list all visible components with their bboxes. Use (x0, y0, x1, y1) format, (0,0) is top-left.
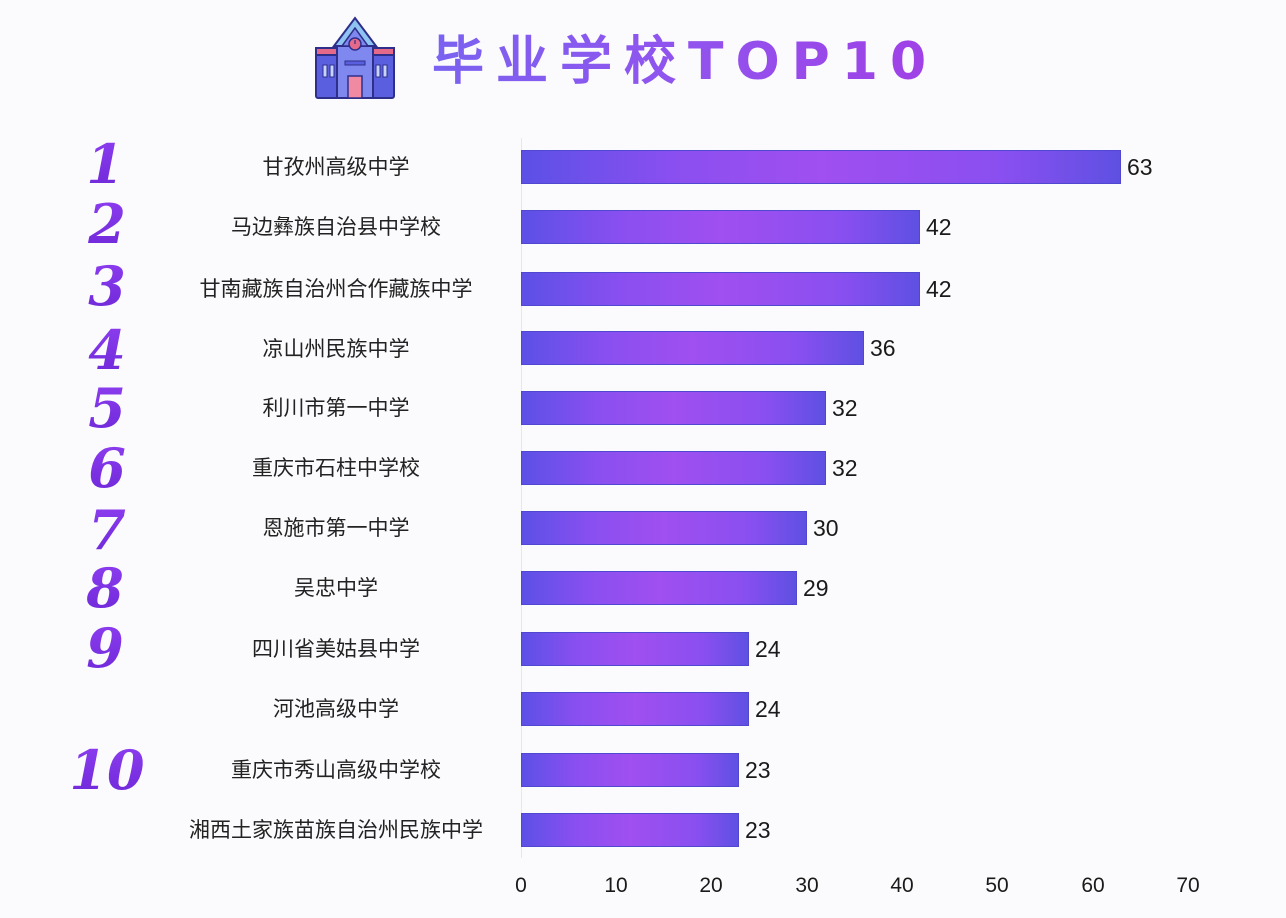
bar-value-label: 36 (870, 335, 896, 361)
rank-number: 10 (52, 740, 162, 800)
category-label: 重庆市秀山高级中学校 (231, 758, 441, 782)
x-tick-label: 20 (699, 874, 723, 897)
bar-value-label: 29 (803, 575, 829, 601)
rank-number: 3 (52, 256, 162, 316)
bar (521, 331, 864, 365)
rank-number: 8 (50, 558, 160, 618)
bar (521, 391, 826, 425)
category-label: 甘南藏族自治州合作藏族中学 (199, 277, 473, 301)
bar-value-label: 24 (755, 636, 781, 662)
x-tick-label: 40 (890, 874, 914, 897)
bar-value-label: 42 (926, 276, 952, 302)
x-tick-label: 50 (985, 874, 1009, 897)
bar (521, 813, 739, 847)
rank-number: 7 (52, 500, 162, 560)
rank-number: 9 (50, 618, 160, 678)
bar (521, 571, 797, 605)
category-label: 重庆市石柱中学校 (252, 456, 420, 480)
page-title: 毕业学校TOP10 (432, 22, 938, 102)
x-tick-label: 10 (604, 874, 628, 897)
bar-value-label: 23 (745, 757, 771, 783)
category-label: 甘孜州高级中学 (262, 155, 410, 179)
bar (521, 272, 920, 306)
bar (521, 150, 1121, 184)
bar-value-label: 24 (755, 696, 781, 722)
category-label: 凉山州民族中学 (262, 337, 410, 361)
bar-value-label: 32 (832, 395, 858, 421)
category-label: 利川市第一中学 (262, 396, 410, 420)
x-tick-label: 60 (1081, 874, 1105, 897)
rank-number: 5 (52, 378, 162, 438)
bar (521, 511, 807, 545)
bar-value-label: 63 (1127, 154, 1153, 180)
bar (521, 210, 920, 244)
bar (521, 632, 749, 666)
bar-value-label: 32 (832, 455, 858, 481)
bar (521, 451, 826, 485)
bar-value-label: 42 (926, 214, 952, 240)
category-label: 吴忠中学 (294, 576, 378, 600)
school-building-icon (315, 16, 395, 99)
y-axis-line (521, 138, 522, 858)
bar-value-label: 30 (813, 515, 839, 541)
bar (521, 753, 739, 787)
category-label: 马边彝族自治县中学校 (231, 215, 441, 239)
category-label: 河池高级中学 (273, 697, 399, 721)
bar-value-label: 23 (745, 817, 771, 843)
bar (521, 692, 749, 726)
x-tick-label: 70 (1176, 874, 1200, 897)
header: 毕业学校TOP10 (0, 0, 1286, 120)
category-label: 恩施市第一中学 (262, 516, 410, 540)
x-tick-label: 0 (515, 874, 527, 897)
category-label: 湘西土家族苗族自治州民族中学 (189, 818, 483, 842)
rank-number: 4 (52, 320, 162, 380)
rank-number: 2 (52, 194, 162, 254)
rank-number: 1 (50, 134, 160, 194)
x-tick-label: 30 (795, 874, 819, 897)
rank-number: 6 (52, 438, 162, 498)
category-label: 四川省美姑县中学 (252, 637, 420, 661)
